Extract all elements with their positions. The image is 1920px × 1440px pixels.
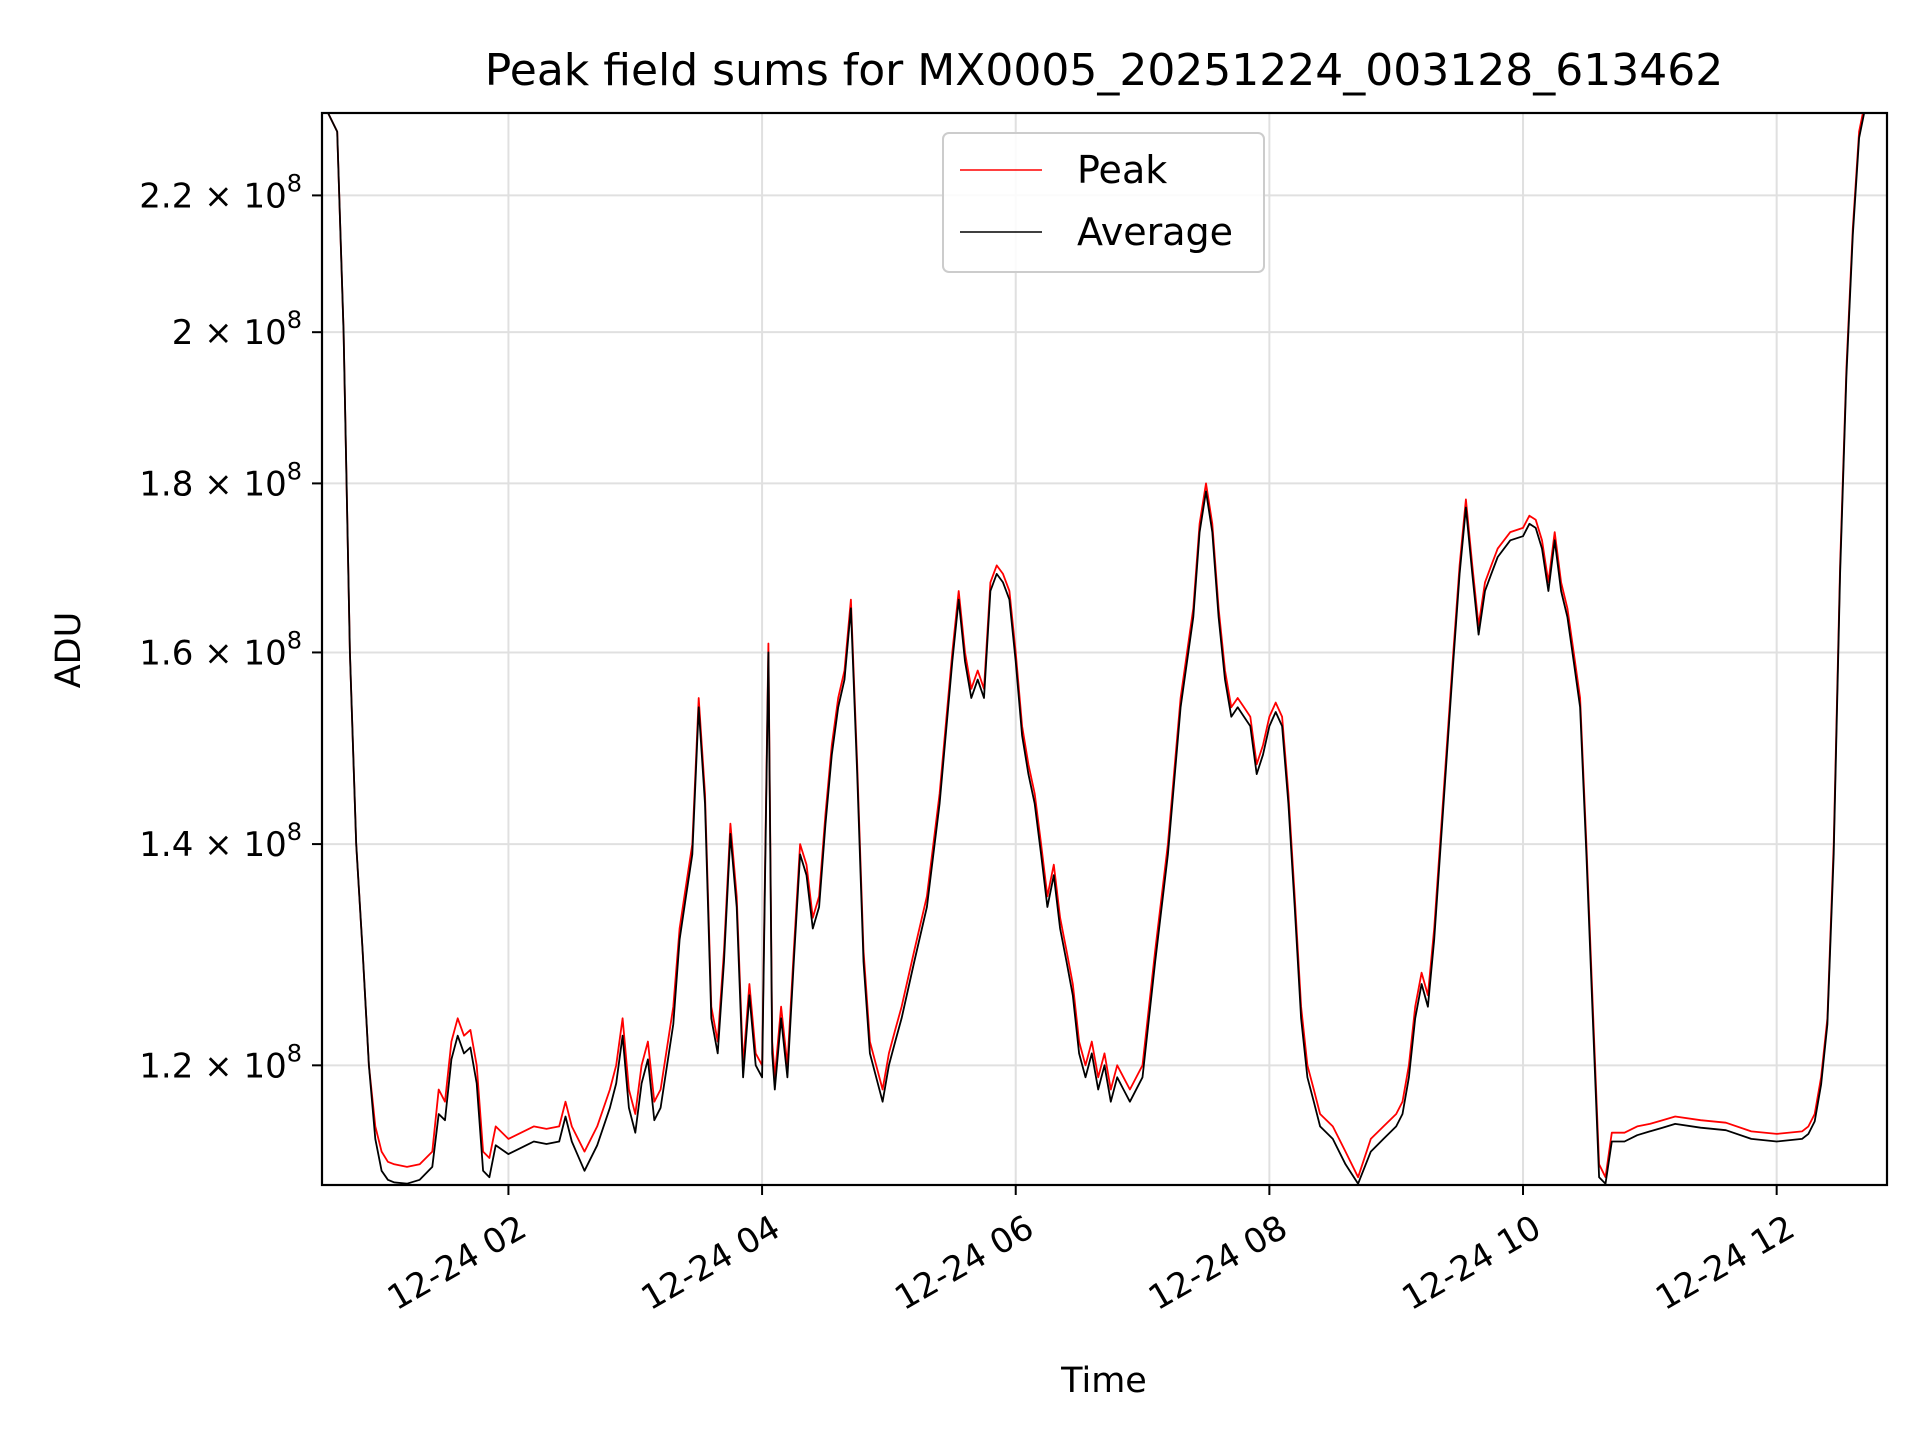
y-tick-label: 2 × 108 [172,306,302,353]
plot-frame [320,111,1889,1187]
y-axis-label: ADU [49,612,89,689]
plot-series [327,113,1866,1185]
series-average-line [327,113,1866,1185]
legend-average-label: Average [1077,210,1233,254]
y-tick-label: 1.2 × 108 [139,1039,302,1086]
legend-box [942,132,1265,273]
chart-title: Peak field sums for MX0005_20251224_0031… [485,45,1723,96]
x-axis-label: Time [1060,1361,1147,1401]
y-tick-label: 1.4 × 108 [139,818,302,865]
legend: Peak Average [942,132,1265,273]
series-peak-line [327,113,1864,1179]
y-tick-label: 1.8 × 108 [139,457,302,504]
legend-peak-label: Peak [1077,148,1167,192]
y-tick-label: 1.6 × 108 [139,626,302,673]
y-tick-label: 2.2 × 108 [139,169,302,216]
